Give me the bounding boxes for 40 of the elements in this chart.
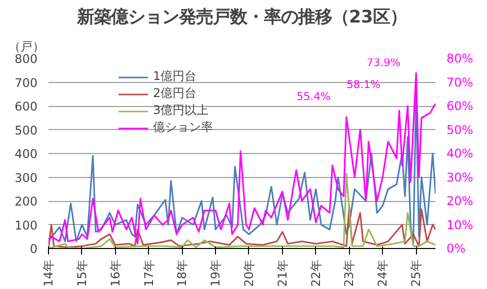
line-series <box>48 172 436 248</box>
y-tick-label: 0 <box>30 242 38 256</box>
y2-tick-label: 0% <box>446 242 466 256</box>
y2-tick-label: 70% <box>446 75 474 90</box>
annotation: 58.1% <box>346 78 381 91</box>
x-tick-label: 15年 <box>74 259 89 287</box>
y2-tick-label: 50% <box>446 122 474 137</box>
x-tick-label: 25年 <box>409 259 424 287</box>
x-tick-label: 18年 <box>175 259 190 287</box>
x-tick-label: 19年 <box>208 259 223 287</box>
legend-label: 3億円以上 <box>153 102 209 119</box>
x-tick-label: 16年 <box>108 259 122 287</box>
x-tick-label: 20年 <box>242 259 256 287</box>
x-tick-label: 23年 <box>342 259 356 287</box>
y-tick-label: 600 <box>14 100 38 114</box>
y-tick-label: 800 <box>14 52 38 66</box>
legend-label: 2億円台 <box>153 85 197 102</box>
y2-tick-label: 80% <box>446 52 474 66</box>
y2-tick-label: 60% <box>446 99 474 113</box>
x-tick-label: 14年 <box>42 259 56 287</box>
y-tick-label: 700 <box>14 76 38 90</box>
chart-title: 新築億ション発売戸数・率の推移（23区） <box>76 8 408 28</box>
y2-tick-label: 20% <box>446 194 474 208</box>
legend-label: 1億円台 <box>153 68 197 85</box>
x-tick-label: 21年 <box>275 259 290 287</box>
line-series <box>48 204 436 248</box>
x-tick-label: 17年 <box>142 259 156 287</box>
y-tick-label: 500 <box>14 123 38 138</box>
y2-tick-label: 30% <box>446 170 474 184</box>
y-tick-label: 300 <box>14 170 38 185</box>
y2-tick-label: 10% <box>446 218 474 232</box>
legend-label: 億ション率 <box>153 119 213 136</box>
y-tick-label: 400 <box>14 147 38 161</box>
y-axis-title: （戸） <box>8 40 44 54</box>
x-tick-label: 24年 <box>376 259 390 287</box>
annotation: 55.4% <box>296 90 331 103</box>
y2-tick-label: 40% <box>446 146 474 160</box>
y-tick-label: 200 <box>14 194 38 208</box>
x-tick-label: 22年 <box>308 259 323 287</box>
y-tick-label: 100 <box>14 218 38 232</box>
